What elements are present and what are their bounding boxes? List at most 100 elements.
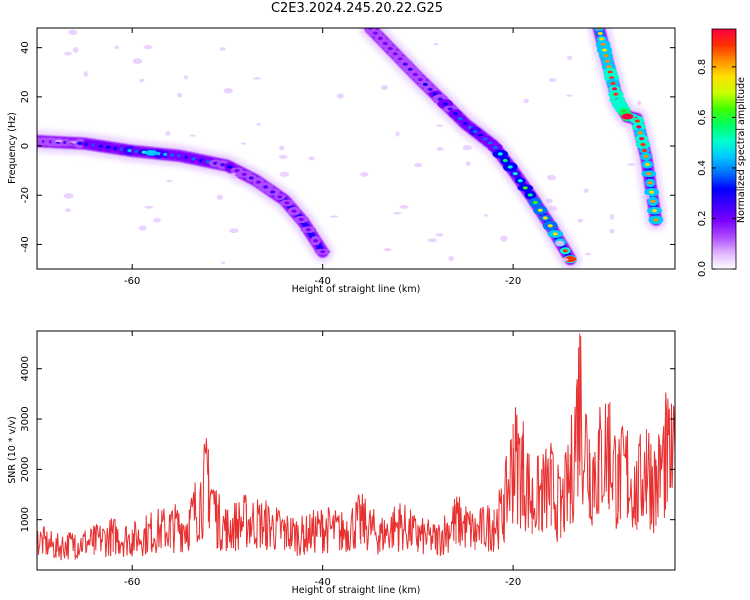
ridge-blob-core [643,154,649,158]
ridge-blob-core [512,172,518,176]
ridge-blob-core [397,57,403,61]
snr-series-line [37,336,675,561]
spectrogram-marks [37,28,667,269]
ridge-blob-core [382,41,388,46]
noise-speckle [240,142,247,145]
noise-speckle [637,100,642,106]
noise-speckle [555,240,565,247]
noise-speckle [380,84,389,91]
ridge-blob-core [502,158,508,163]
bottom-x-ticks: -60 -40 -20 [124,331,521,588]
ridge-2 [359,28,582,269]
bottom-y-axis-label: SNR (10 * v/v) [7,416,18,484]
ridge-blob-core [522,186,528,190]
ridge-blob-core [650,199,656,203]
ridge-blob-core [291,209,297,213]
ridge-blob-core [392,52,398,56]
noise-speckle [143,44,153,50]
ridge-blob-core [313,239,319,243]
noise-speckle [165,131,171,136]
bottom-y-ticks: 1000 2000 3000 4000 [20,356,675,532]
bottom-y-tick-label: 4000 [20,356,31,381]
noise-speckle [436,124,443,127]
noise-speckle [436,147,444,151]
top-y-tick-label: -40 [20,236,31,252]
colorbar-tick-label: 0.2 [697,211,708,227]
top-y-tick-label: 20 [20,90,31,103]
noise-speckle [223,88,233,94]
noise-speckle [68,29,78,36]
noise-speckle [560,257,569,262]
colorbar: 0.0 0.2 0.4 0.6 0.8 Normalized spectral ampl… [697,28,747,277]
ridge-3 [587,28,667,231]
noise-speckle [547,206,558,211]
ridge-blob-core [507,165,513,169]
ridge-blob-core [320,250,326,254]
colorbar-tick-label: 0.0 [697,261,708,277]
noise-speckle [152,218,161,223]
top-y-axis-label: Frequency (Hz) [7,112,18,184]
noise-speckle [329,215,339,218]
ridge-blob-core [127,148,133,153]
noise-speckle [577,218,584,223]
ridge-peak [145,149,158,156]
ridge-blob-core [255,180,261,184]
noise-speckle [279,171,290,177]
ridge-blob-core [602,48,608,52]
colorbar-tick-label: 0.8 [697,59,708,75]
ridge-blob-core [639,137,645,141]
noise-speckle [548,78,557,83]
noise-speckle [395,131,400,137]
noise-speckle [253,77,262,80]
ridge-blob-core [248,176,254,180]
noise-speckle [642,194,650,200]
ridge-blob-core [492,145,498,150]
noise-speckle [523,98,529,104]
ridge-blob-core [640,142,646,147]
spectrogram-panel: -60 -40 -20 40 20 0 -20 -40 Height of straight… [7,27,676,295]
ridge-blob-core [387,47,393,51]
ridge-blob-core [603,54,609,58]
colorbar-tick-label: 0.6 [697,109,708,125]
ridge-blob-core [527,193,533,197]
ridge-blob-core [646,172,652,176]
noise-speckle [144,205,154,209]
ridge-peak [621,113,634,120]
snr-panel: -60 -40 -20 1000 2000 3000 4000 Height of str… [7,330,676,596]
noise-speckle [70,141,77,144]
noise-speckle [336,93,344,99]
ridge-1 [37,130,334,263]
noise-speckle [414,162,423,168]
noise-speckle [483,214,488,217]
ridge-blob-core [447,107,453,111]
ridge-blob-core [653,218,659,222]
ridge-blob-core [613,92,619,96]
ridge-blob-core [241,172,247,176]
noise-speckle [465,161,471,166]
ridge-blob-core [647,181,653,185]
ridge-blob-core [599,37,605,41]
noise-speckle [585,252,591,256]
ridge-blob-core [105,145,111,149]
ridge-blob-core [537,208,543,212]
ridge-blob-core [644,162,650,167]
noise-speckle [308,156,315,161]
ridge-blob-core [597,31,603,36]
ridge-blob-core [652,208,658,213]
noise-speckle [609,228,615,234]
noise-speckle [360,172,369,177]
noise-speckle [177,92,182,98]
ridge-blob-core [270,190,276,194]
noise-speckle [138,225,147,231]
ridge-blob-core [606,65,612,69]
noise-speckle [583,188,589,194]
colorbar-ticks: 0.0 0.2 0.4 0.6 0.8 [697,59,736,277]
ridge-blob-core [377,36,383,40]
ridge-blob-core [610,81,616,85]
ridge-blob-core [372,31,378,35]
noise-speckle [83,71,88,78]
noise-speckle [114,45,120,50]
ridge-blob-core [547,224,553,228]
ridge-blob-core [263,185,269,189]
top-x-tick-label: -60 [124,276,140,287]
